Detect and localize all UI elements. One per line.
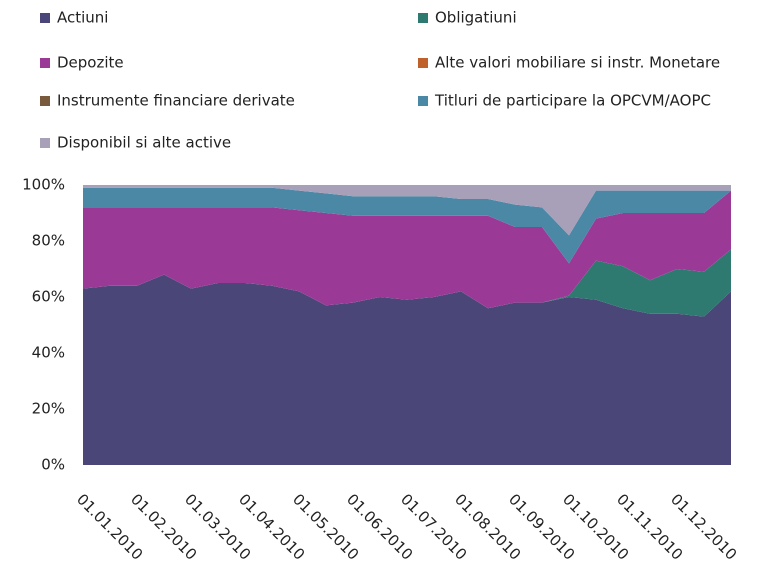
y-tick-label: 40%: [32, 344, 65, 362]
area: [83, 274, 731, 465]
legend-swatch: [418, 13, 428, 23]
y-tick-label: 20%: [32, 400, 65, 418]
legend-label: Actiuni: [57, 9, 108, 27]
y-tick-label: 100%: [22, 176, 65, 194]
legend-swatch: [418, 96, 428, 106]
area: [83, 190, 731, 309]
legend-label: Disponibil si alte active: [57, 134, 231, 152]
y-tick-label: 80%: [32, 232, 65, 250]
legend-swatch: [418, 58, 428, 68]
legend-swatch: [40, 58, 50, 68]
legend-label: Alte valori mobiliare si instr. Monetare: [435, 54, 720, 72]
legend-swatch: [40, 138, 50, 148]
legend-swatch: [40, 96, 50, 106]
legend-label: Titluri de participare la OPCVM/AOPC: [434, 92, 711, 110]
area: [83, 187, 731, 264]
y-tick-label: 0%: [41, 456, 65, 474]
legend-label: Obligatiuni: [435, 9, 517, 27]
legend-label: Depozite: [57, 54, 124, 72]
legend-swatch: [40, 13, 50, 23]
area: [83, 249, 731, 317]
area: [83, 185, 731, 236]
legend-label: Instrumente financiare derivate: [57, 92, 295, 110]
y-tick-label: 60%: [32, 288, 65, 306]
